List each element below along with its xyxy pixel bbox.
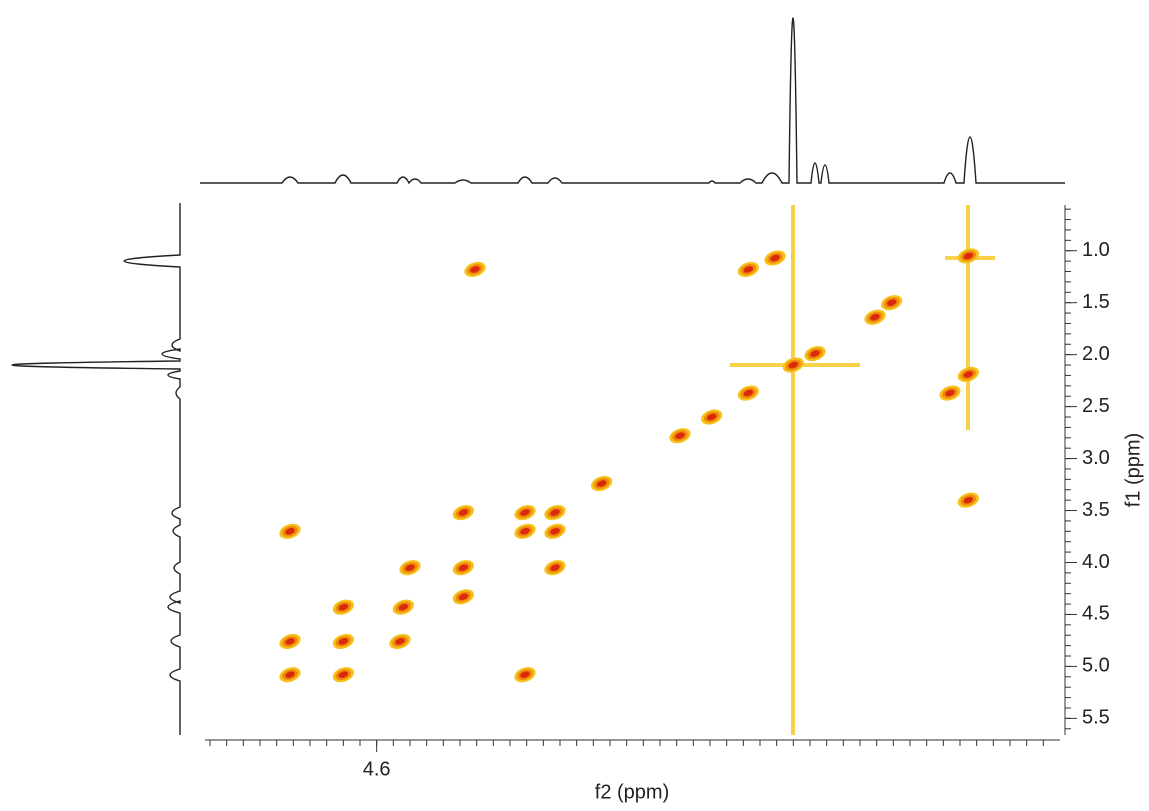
y-tick-label: 1.0	[1082, 239, 1110, 261]
cross-peak	[514, 667, 536, 683]
y-tick-label: 2.0	[1082, 343, 1110, 365]
cross-peak	[332, 633, 354, 650]
peak-contour	[285, 638, 295, 645]
y-tick-label: 2.5	[1082, 395, 1110, 417]
cross-peak	[544, 560, 566, 576]
cross-peak	[389, 633, 411, 650]
cross-peak	[514, 505, 536, 521]
peak-contour	[770, 254, 780, 262]
cross-peak	[332, 599, 354, 615]
cross-peak	[957, 248, 979, 264]
x-tick-label: 4.6	[363, 758, 391, 780]
cross-peak	[514, 523, 536, 539]
peak-contour	[285, 528, 295, 535]
peak-contour	[520, 671, 530, 679]
cross-peak	[392, 599, 414, 615]
peak-contour	[550, 564, 560, 571]
cross-peak	[804, 346, 826, 362]
t1-noise	[730, 205, 995, 735]
cross-peak	[701, 409, 723, 425]
cross-peak	[279, 633, 301, 650]
y-axis-label: f1 (ppm)	[1122, 433, 1144, 507]
cross-peak	[957, 492, 979, 508]
y-tick-label: 1.5	[1082, 291, 1110, 313]
y-tick-label: 5.0	[1082, 655, 1110, 677]
peak-contour	[285, 671, 295, 679]
y-tick-label: 3.0	[1082, 447, 1110, 469]
peak-contour	[743, 389, 754, 397]
peak-contour	[458, 593, 469, 601]
peak-contour	[675, 432, 685, 440]
cross-peak	[452, 589, 474, 605]
y-tick-label: 3.5	[1082, 499, 1110, 521]
projection-left	[11, 203, 181, 735]
peak-contour	[520, 528, 530, 535]
peak-contour	[395, 638, 405, 645]
cross-peak	[452, 560, 474, 576]
peak-contour	[398, 603, 409, 611]
cross-peak	[737, 385, 759, 401]
cross-peak	[764, 250, 786, 266]
peak-contour	[963, 371, 974, 378]
x-axis-label: f2 (ppm)	[595, 781, 669, 803]
peak-contour	[405, 564, 415, 571]
peak-contour	[963, 496, 974, 504]
cross-peak	[544, 523, 566, 539]
peak-contour	[458, 564, 469, 571]
peak-contour	[458, 509, 469, 516]
cross-peak	[399, 560, 421, 576]
peak-contour	[338, 638, 349, 645]
peak-contour	[945, 389, 955, 397]
peak-contour	[810, 350, 820, 357]
cross-peak	[881, 295, 903, 311]
cross-peak	[864, 309, 886, 325]
cross-peak	[939, 385, 961, 401]
peak-contour	[520, 509, 530, 516]
cross-peak	[737, 261, 759, 278]
cross-peak	[957, 366, 979, 382]
peak-contour	[706, 413, 717, 421]
projection-top	[200, 17, 1065, 185]
cross-peak	[332, 667, 354, 683]
cross-peak	[452, 505, 474, 521]
cross-peak	[591, 475, 613, 492]
peak-contour	[338, 671, 349, 679]
cross-peak	[279, 523, 301, 539]
peak-contour	[596, 480, 607, 487]
peak-contour	[788, 361, 799, 369]
cross-peak	[669, 428, 691, 444]
peak-contour	[338, 603, 349, 611]
y-tick-label: 4.0	[1082, 551, 1110, 573]
peak-contour	[870, 313, 880, 321]
y-tick-label: 5.5	[1082, 707, 1110, 729]
cross-peak	[782, 357, 804, 373]
cross-peak	[464, 261, 486, 278]
cross-peak	[544, 505, 566, 521]
peak-contour	[470, 266, 480, 273]
peak-contour	[743, 266, 754, 273]
cross-peak	[279, 667, 301, 683]
peak-contour	[550, 509, 560, 516]
peak-contour	[886, 299, 897, 306]
peak-contour	[963, 252, 974, 260]
y-tick-label: 4.5	[1082, 603, 1110, 625]
peak-contour	[550, 528, 560, 535]
